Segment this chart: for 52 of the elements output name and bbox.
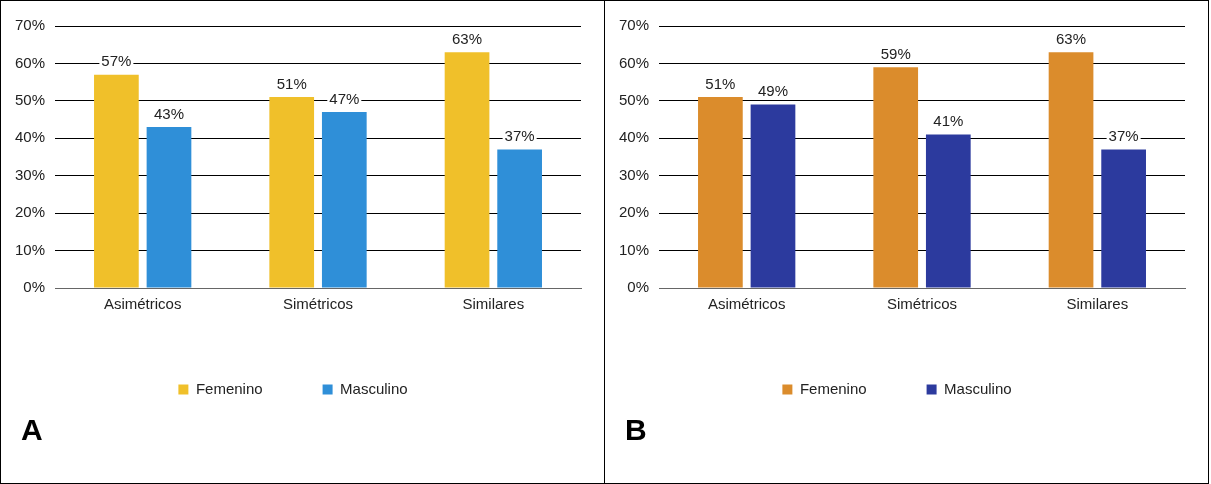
x-tick-label: Asimétricos [103, 295, 182, 313]
bar [1048, 52, 1094, 288]
bar [321, 112, 367, 288]
x-tick-label: Asimétricos [707, 295, 786, 313]
y-tick-label: 50% [14, 91, 46, 108]
data-label: 63% [452, 29, 483, 47]
legend-label: Femenino [195, 379, 263, 397]
data-label: 59% [880, 44, 911, 62]
bar [873, 67, 919, 288]
x-tick-label: Similares [462, 295, 525, 313]
x-tick-label: Simétricos [887, 295, 958, 313]
bar [1101, 149, 1146, 288]
data-label: 57% [101, 52, 132, 70]
data-label: 37% [1108, 127, 1139, 145]
data-label: 41% [933, 112, 964, 130]
data-label: 51% [276, 74, 307, 92]
bar [94, 74, 139, 288]
y-tick-label: 30% [618, 165, 650, 183]
y-tick-label: 60% [618, 53, 650, 71]
x-tick-label: Simétricos [283, 295, 354, 313]
y-tick-label: 40% [14, 128, 46, 146]
data-label: 63% [1056, 29, 1087, 47]
y-tick-label: 30% [14, 165, 46, 183]
data-label: 47% [329, 89, 360, 107]
y-tick-label: 50% [618, 91, 650, 108]
legend-label: Masculino [944, 379, 1012, 397]
bar [497, 149, 542, 288]
y-tick-label: 70% [618, 16, 650, 34]
bar [444, 52, 490, 288]
bar [698, 97, 743, 288]
text: B [625, 413, 647, 447]
x-tick-label: Similares [1066, 295, 1129, 313]
bar [750, 104, 796, 288]
legend-label: Femenino [799, 379, 867, 397]
data-label: 49% [757, 82, 788, 100]
text: A [21, 413, 43, 447]
bar [925, 134, 971, 288]
y-tick-label: 70% [14, 16, 46, 34]
bar [269, 97, 315, 288]
legend-label: Masculino [340, 379, 408, 397]
y-tick-label: 20% [618, 203, 650, 221]
y-tick-label: 40% [618, 128, 650, 146]
y-tick-label: 10% [618, 240, 650, 258]
data-label: 37% [504, 127, 535, 145]
data-label: 43% [153, 104, 184, 122]
data-label: 51% [705, 74, 736, 92]
y-tick-label: 10% [14, 240, 46, 258]
bar [146, 127, 192, 288]
y-tick-label: 0% [627, 278, 650, 296]
y-tick-label: 0% [23, 278, 46, 296]
y-tick-label: 20% [14, 203, 46, 221]
y-tick-label: 60% [14, 53, 46, 71]
